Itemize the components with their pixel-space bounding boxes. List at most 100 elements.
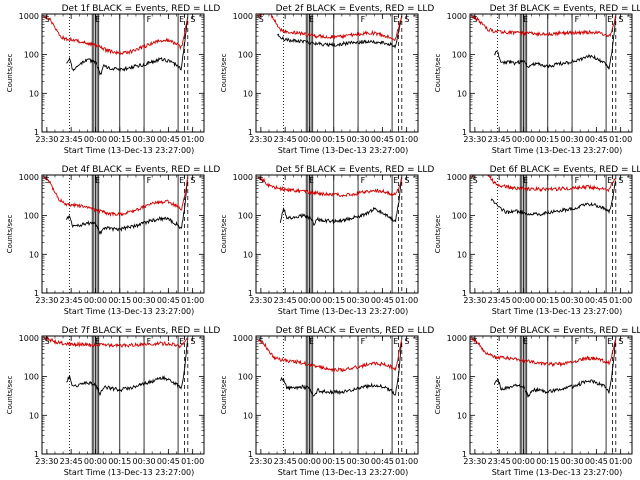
y-axis-label: Counts/sec bbox=[434, 215, 442, 254]
y-axis-label: Counts/sec bbox=[220, 54, 228, 93]
plot-frame bbox=[255, 174, 419, 294]
chart-panel: Det 6f BLACK = Events, RED = LLD Counts/s… bbox=[434, 165, 640, 316]
events-series-line bbox=[65, 179, 188, 235]
marker-label: E bbox=[179, 15, 184, 24]
x-tick-label: 00:15 bbox=[108, 457, 131, 466]
x-tick-label: 00:45 bbox=[371, 296, 394, 305]
x-tick-label: 01:00 bbox=[395, 296, 418, 305]
x-tick-label: 23:45 bbox=[274, 135, 297, 144]
x-tick-label: 23:45 bbox=[60, 457, 83, 466]
y-tick-label: 100 bbox=[24, 51, 39, 60]
y-tick-label: 100 bbox=[452, 51, 467, 60]
y-tick-label: 10 bbox=[29, 89, 39, 98]
marker-label: F bbox=[575, 176, 580, 185]
x-tick-label: 23:30 bbox=[35, 296, 58, 305]
y-tick-label: 1 bbox=[34, 450, 39, 459]
chart-panel: Det 5f BLACK = Events, RED = LLD Counts/s… bbox=[220, 165, 434, 316]
x-tick-label: 00:30 bbox=[347, 135, 370, 144]
marker-label: S bbox=[190, 176, 195, 185]
marker-label: F bbox=[575, 337, 580, 346]
x-tick-label: 01:00 bbox=[609, 296, 632, 305]
x-axis-label: Start Time (13-Dec-13 23:27:00) bbox=[278, 468, 409, 477]
chart-title: Det 2f BLACK = Events, RED = LLD bbox=[276, 4, 435, 14]
x-tick-label: 23:30 bbox=[35, 457, 58, 466]
chart-title: Det 3f BLACK = Events, RED = LLD bbox=[490, 4, 640, 14]
lld-series-line bbox=[257, 339, 402, 373]
lld-series-line bbox=[471, 14, 616, 38]
marker-label: F bbox=[147, 337, 152, 346]
x-tick-label: 00:45 bbox=[585, 457, 608, 466]
marker-label: S bbox=[259, 15, 264, 24]
marker-label: F bbox=[361, 15, 366, 24]
chart-panel: Det 2f BLACK = Events, RED = LLD Counts/s… bbox=[220, 4, 434, 155]
x-tick-label: 00:45 bbox=[157, 457, 180, 466]
y-tick-label: 1000 bbox=[447, 173, 467, 182]
x-tick-label: 00:00 bbox=[84, 457, 107, 466]
x-tick-label: 00:45 bbox=[585, 135, 608, 144]
marker-label: E bbox=[607, 337, 612, 346]
y-tick-label: 1 bbox=[34, 289, 39, 298]
marker-label: S bbox=[45, 337, 50, 346]
x-tick-label: 00:45 bbox=[585, 296, 608, 305]
y-tick-label: 1000 bbox=[233, 334, 253, 343]
x-tick-label: 23:30 bbox=[463, 296, 486, 305]
y-tick-label: 1 bbox=[462, 128, 467, 137]
chart-panel: Det 3f BLACK = Events, RED = LLD Counts/s… bbox=[434, 4, 640, 155]
chart-title: Det 4f BLACK = Events, RED = LLD bbox=[62, 165, 221, 175]
chart-panel: Det 7f BLACK = Events, RED = LLD Counts/s… bbox=[6, 326, 220, 477]
lld-series-line bbox=[43, 175, 188, 217]
marker-label: F bbox=[147, 176, 152, 185]
x-tick-label: 00:30 bbox=[347, 296, 370, 305]
x-tick-label: 00:15 bbox=[536, 296, 559, 305]
x-tick-label: 23:30 bbox=[249, 457, 272, 466]
lld-series-line bbox=[257, 13, 402, 41]
marker-label: S bbox=[404, 15, 409, 24]
plot-frame bbox=[41, 174, 205, 294]
x-tick-label: 23:45 bbox=[488, 135, 511, 144]
y-tick-label: 1 bbox=[248, 128, 253, 137]
marker-label: E bbox=[607, 176, 612, 185]
y-tick-label: 100 bbox=[452, 212, 467, 221]
marker-label: E bbox=[309, 176, 314, 185]
lld-series-line bbox=[471, 336, 616, 368]
chart-title: Det 1f BLACK = Events, RED = LLD bbox=[62, 4, 221, 14]
marker-label: E bbox=[523, 337, 528, 346]
plot-frame bbox=[469, 13, 633, 133]
x-tick-label: 23:30 bbox=[249, 296, 272, 305]
plot-frame bbox=[469, 335, 633, 455]
marker-label: F bbox=[147, 15, 152, 24]
y-tick-label: 10 bbox=[243, 411, 253, 420]
y-axis-label: Counts/sec bbox=[220, 376, 228, 415]
x-tick-label: 00:00 bbox=[512, 135, 535, 144]
x-axis-label: Start Time (13-Dec-13 23:27:00) bbox=[492, 146, 623, 155]
x-tick-label: 01:00 bbox=[395, 457, 418, 466]
x-tick-label: 23:30 bbox=[249, 135, 272, 144]
y-tick-label: 10 bbox=[457, 250, 467, 259]
y-tick-label: 100 bbox=[238, 212, 253, 221]
x-tick-label: 00:15 bbox=[322, 296, 345, 305]
x-axis-label: Start Time (13-Dec-13 23:27:00) bbox=[278, 307, 409, 316]
x-tick-label: 00:45 bbox=[157, 135, 180, 144]
plot-frame bbox=[41, 13, 205, 133]
marker-label: F bbox=[575, 15, 580, 24]
marker-label: E bbox=[393, 337, 398, 346]
y-tick-label: 1000 bbox=[447, 334, 467, 343]
marker-label: E bbox=[179, 337, 184, 346]
x-tick-label: 00:15 bbox=[108, 135, 131, 144]
x-tick-label: 00:15 bbox=[108, 296, 131, 305]
x-tick-label: 23:45 bbox=[488, 457, 511, 466]
chart-panel: Det 4f BLACK = Events, RED = LLD Counts/s… bbox=[6, 165, 220, 316]
x-axis-label: Start Time (13-Dec-13 23:27:00) bbox=[492, 468, 623, 477]
events-series-line bbox=[490, 180, 616, 217]
y-tick-label: 1000 bbox=[19, 12, 39, 21]
x-tick-label: 00:00 bbox=[84, 135, 107, 144]
y-tick-label: 1000 bbox=[233, 173, 253, 182]
marker-label: E bbox=[523, 15, 528, 24]
x-tick-label: 00:00 bbox=[298, 296, 321, 305]
x-tick-label: 23:45 bbox=[60, 135, 83, 144]
x-axis-label: Start Time (13-Dec-13 23:27:00) bbox=[64, 307, 195, 316]
marker-label: E bbox=[179, 176, 184, 185]
marker-label: S bbox=[190, 15, 195, 24]
marker-label: F bbox=[361, 337, 366, 346]
